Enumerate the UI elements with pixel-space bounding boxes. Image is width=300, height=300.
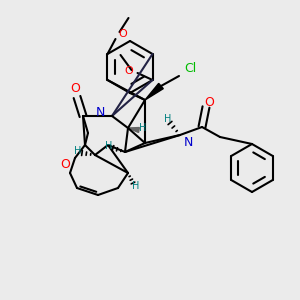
- Polygon shape: [145, 83, 163, 100]
- Text: O: O: [118, 29, 127, 39]
- Text: Cl: Cl: [184, 61, 196, 74]
- Text: N: N: [96, 106, 105, 118]
- Text: H: H: [132, 181, 140, 191]
- Text: O: O: [204, 95, 214, 109]
- Text: H: H: [139, 123, 147, 133]
- Text: O: O: [70, 82, 80, 94]
- Text: O: O: [125, 66, 134, 76]
- Text: H: H: [74, 146, 82, 156]
- Text: O: O: [60, 158, 70, 172]
- Text: H: H: [105, 141, 113, 151]
- Text: H: H: [164, 114, 172, 124]
- Text: N: N: [184, 136, 194, 149]
- Polygon shape: [128, 128, 140, 133]
